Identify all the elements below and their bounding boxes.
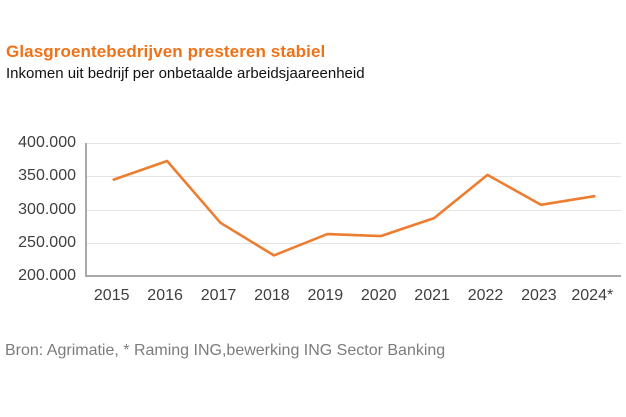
y-axis: 400.000 350.000 300.000 250.000 200.000: [0, 134, 76, 284]
y-tick-label: 350.000: [18, 167, 76, 185]
x-axis: 2015 2016 2017 2018 2019 2020 2021 2022 2023 2024…: [85, 287, 619, 309]
chart-subtitle: Inkomen uit bedrijf per onbetaalde arbei…: [6, 65, 365, 82]
y-tick-label: 400.000: [18, 134, 76, 151]
x-tick-label: 2023: [521, 287, 557, 304]
x-tick-label: 2017: [200, 287, 237, 304]
gridline: [87, 243, 621, 244]
line-chart: [112, 159, 596, 257]
x-tick-label: 2020: [360, 287, 397, 304]
x-tick-label: 2022: [467, 287, 504, 304]
gridline: [87, 143, 621, 144]
gridline: [87, 176, 621, 177]
y-tick-label: 300.000: [18, 200, 76, 218]
chart-title: Glasgroentebedrijven presteren stabiel: [6, 42, 326, 61]
y-tick-label: 250.000: [18, 233, 76, 251]
x-tick-label: 2024*: [571, 287, 614, 304]
x-tick-label: 2018: [254, 287, 290, 304]
source-note: Bron: Agrimatie, * Raming ING,bewerking …: [5, 342, 446, 359]
gridline: [87, 210, 621, 211]
x-tick-label: 2019: [307, 287, 344, 304]
x-tick-label: 2016: [147, 287, 183, 304]
income-line: [112, 159, 596, 257]
y-tick-label: 200.000: [18, 267, 76, 284]
x-tick-label: 2015: [93, 287, 130, 304]
x-axis-line: [85, 275, 621, 277]
x-tick-label: 2021: [414, 287, 450, 304]
plot-area: [85, 143, 621, 277]
